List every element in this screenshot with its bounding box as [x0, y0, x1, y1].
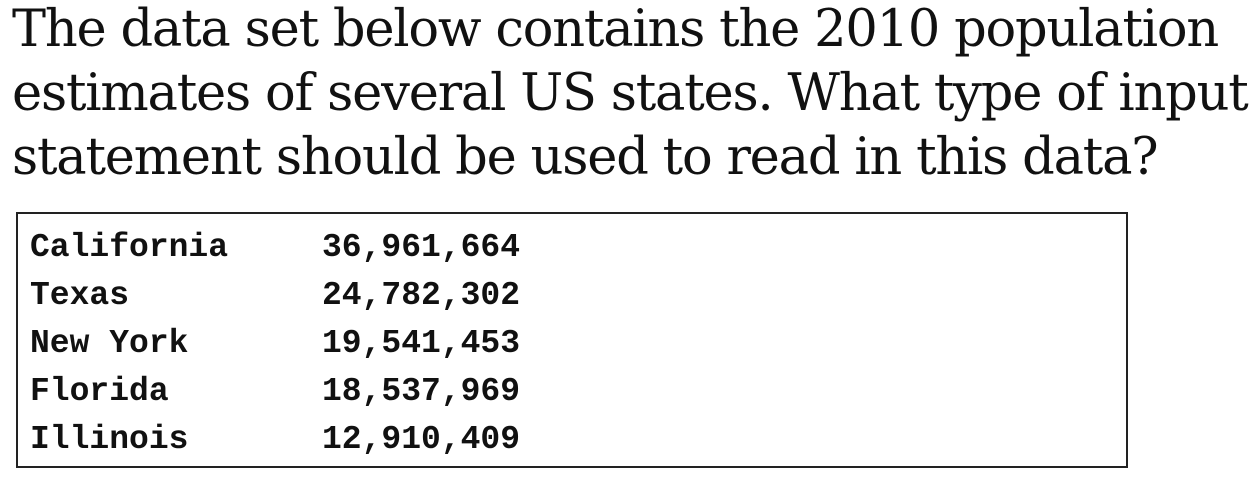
table-row: Illinois 12,910,409 — [30, 416, 520, 464]
population-value: 24,782,302 — [322, 277, 521, 314]
table-row: California 36,961,664 — [30, 224, 520, 272]
population-value: 36,961,664 — [322, 229, 521, 266]
data-set-table: California 36,961,664 Texas 24,782,302 N… — [30, 224, 520, 464]
question-text: The data set below contains the 2010 pop… — [12, 0, 1249, 187]
state-name: Florida — [30, 373, 169, 410]
population-value: 18,537,969 — [322, 373, 521, 410]
table-row: New York 19,541,453 — [30, 320, 520, 368]
state-name: California — [30, 229, 229, 266]
state-name: Illinois — [30, 421, 189, 458]
table-row: Texas 24,782,302 — [30, 272, 520, 320]
population-value: 12,910,409 — [322, 421, 521, 458]
state-name: New York — [30, 325, 189, 362]
state-name: Texas — [30, 277, 130, 314]
population-value: 19,541,453 — [322, 325, 521, 362]
data-set-box: California 36,961,664 Texas 24,782,302 N… — [16, 212, 1128, 468]
table-row: Florida 18,537,969 — [30, 368, 520, 416]
